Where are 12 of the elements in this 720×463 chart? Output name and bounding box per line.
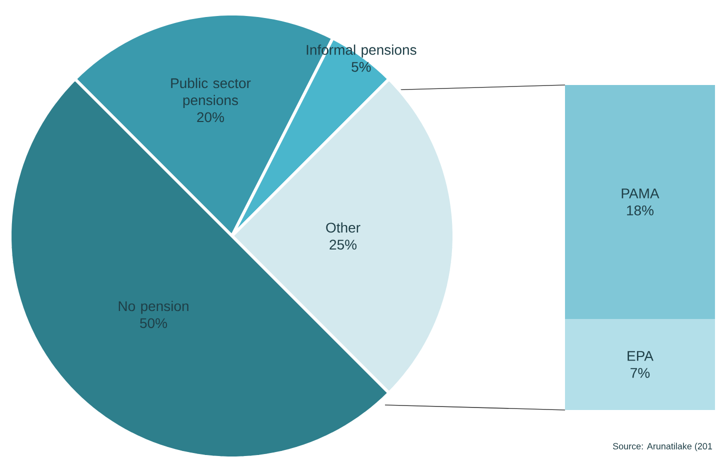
data-label: 20% bbox=[197, 112, 224, 122]
series-label: EPA bbox=[628, 351, 654, 361]
data-label: 18% bbox=[627, 205, 654, 216]
source-note: Source: Arunatilake (201 bbox=[612, 442, 712, 452]
slice-label: Other bbox=[326, 222, 360, 233]
series-label: PAMA bbox=[622, 188, 660, 198]
data-label: 7% bbox=[630, 368, 650, 378]
data-label: 50% bbox=[140, 318, 168, 328]
data-label: 25% bbox=[330, 240, 357, 250]
data-label: 5% bbox=[352, 62, 371, 72]
slice-label: Public sector pensions bbox=[171, 78, 251, 108]
slice-label: No pension bbox=[118, 300, 188, 314]
